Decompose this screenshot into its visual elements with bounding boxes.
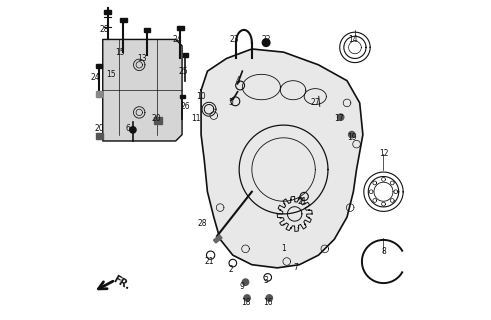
Text: 17: 17 <box>334 114 344 123</box>
Text: 5: 5 <box>229 99 234 108</box>
Text: 15: 15 <box>115 48 125 57</box>
Text: 18: 18 <box>241 298 250 307</box>
Text: 24: 24 <box>90 73 100 82</box>
Text: 21: 21 <box>298 197 307 206</box>
Bar <box>120 18 127 22</box>
Bar <box>96 133 104 140</box>
Bar <box>155 117 162 124</box>
Bar <box>96 92 102 97</box>
Bar <box>144 28 150 32</box>
Text: 20: 20 <box>95 124 105 133</box>
Text: 1: 1 <box>281 244 286 253</box>
Text: 24: 24 <box>172 35 182 44</box>
Text: 26: 26 <box>180 101 190 111</box>
Circle shape <box>337 114 344 120</box>
Text: 20: 20 <box>152 114 162 123</box>
Circle shape <box>266 295 273 301</box>
Circle shape <box>243 279 248 285</box>
Bar <box>96 64 102 68</box>
Polygon shape <box>201 49 363 268</box>
Text: 10: 10 <box>196 92 206 101</box>
Circle shape <box>130 127 136 133</box>
Text: 6: 6 <box>126 124 131 133</box>
Bar <box>214 235 222 243</box>
Text: 22: 22 <box>261 35 271 44</box>
Text: 27: 27 <box>310 99 320 108</box>
Bar <box>104 10 110 14</box>
Text: 21: 21 <box>204 257 214 266</box>
Text: 16: 16 <box>263 298 273 307</box>
Bar <box>180 95 185 98</box>
Text: 19: 19 <box>347 133 356 142</box>
Text: 8: 8 <box>381 247 386 257</box>
Circle shape <box>349 132 355 138</box>
Bar <box>183 53 188 57</box>
Circle shape <box>244 295 250 301</box>
Circle shape <box>262 39 270 46</box>
Text: 12: 12 <box>379 149 388 158</box>
Text: 15: 15 <box>106 70 115 79</box>
Polygon shape <box>103 39 182 141</box>
Text: 4: 4 <box>235 76 240 85</box>
Text: 23: 23 <box>230 35 239 44</box>
Text: 7: 7 <box>294 263 299 272</box>
Text: 2: 2 <box>229 265 234 274</box>
Text: 14: 14 <box>349 35 358 44</box>
Text: 9: 9 <box>240 282 245 292</box>
Text: 25: 25 <box>179 67 189 76</box>
Text: 28: 28 <box>198 219 207 228</box>
Text: 13: 13 <box>137 54 147 63</box>
Bar <box>177 26 184 30</box>
Text: 3: 3 <box>264 276 269 285</box>
Text: 28: 28 <box>100 25 109 35</box>
Text: 11: 11 <box>191 114 201 123</box>
Text: FR.: FR. <box>110 274 131 292</box>
